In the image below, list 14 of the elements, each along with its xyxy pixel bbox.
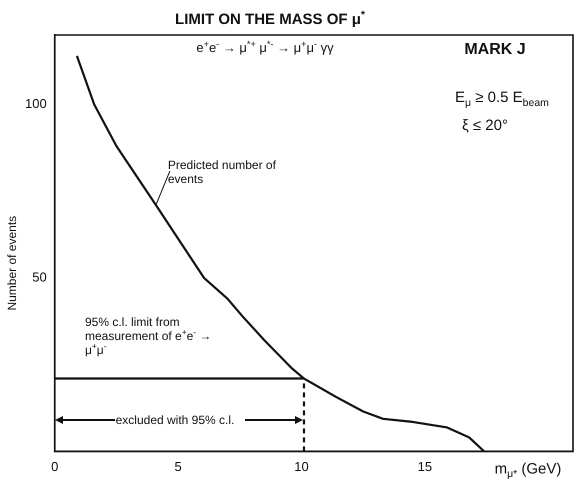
y-tick-label: 50 (32, 269, 47, 284)
annotation: ξ ≤ 20° (462, 117, 508, 134)
x-tick-label: 10 (294, 458, 309, 474)
text: e+e- → μ*+ μ*- → μ+μ- γγ (196, 38, 334, 55)
y-axis-title: Number of events (5, 216, 19, 311)
x-tick-label: 0 (51, 458, 58, 474)
x-tick-label: 15 (418, 458, 432, 474)
annotation: excluded with 95% c.l. (116, 413, 234, 427)
y-tick-label: 100 (24, 96, 47, 111)
text: 95% c.l. limit from measurement of e+e- → μ+μ- (85, 315, 212, 357)
x-tick-label: 5 (174, 458, 182, 474)
chart-title: LIMIT ON THE MASS OF μ* (175, 9, 366, 28)
annotation: MARK J (464, 41, 526, 58)
annotation: Predicted number of events (168, 158, 277, 186)
